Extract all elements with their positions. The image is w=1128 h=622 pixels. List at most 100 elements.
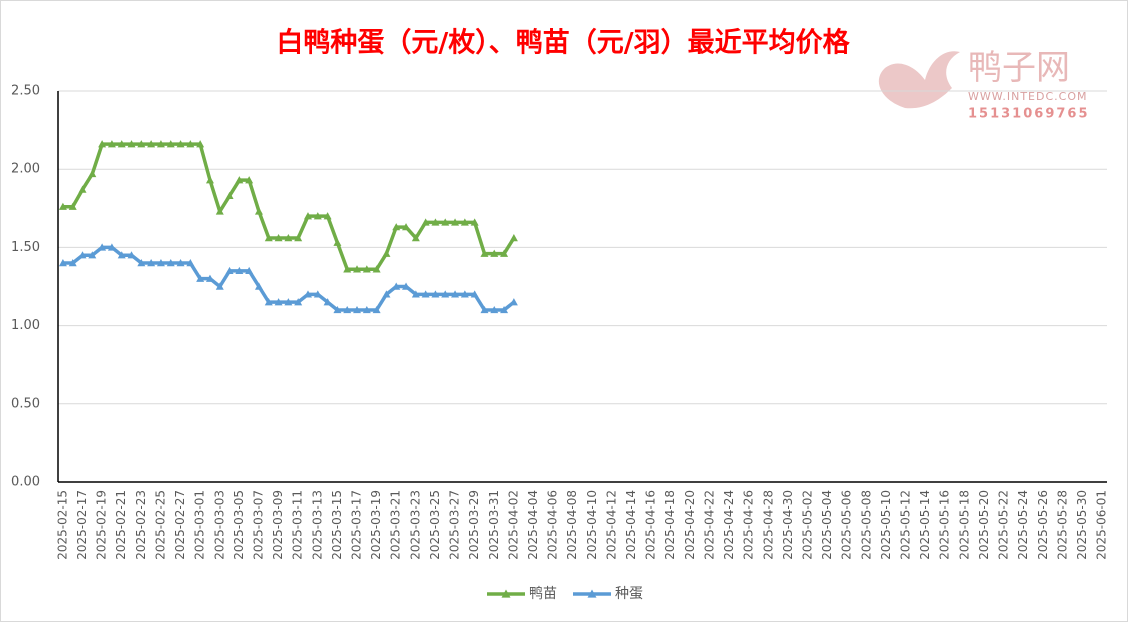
x-tick-label: 2025-03-31: [487, 490, 501, 560]
marker: [333, 238, 342, 246]
marker: [490, 305, 499, 314]
watermark-url: WWW.INTEDC.COM: [968, 90, 1087, 103]
x-tick-label: 2025-03-17: [350, 490, 364, 560]
x-tick-label: 2025-03-25: [428, 490, 442, 560]
marker: [411, 290, 420, 298]
x-tick-label: 2025-05-12: [899, 490, 913, 560]
marker: [127, 251, 136, 259]
marker: [303, 212, 312, 220]
marker: [58, 259, 67, 267]
marker: [88, 251, 97, 259]
marker: [284, 298, 293, 306]
marker: [215, 207, 224, 215]
marker: [147, 259, 156, 267]
y-tick-label: 0.50: [11, 396, 40, 411]
marker: [58, 202, 67, 210]
marker: [451, 290, 460, 298]
marker: [411, 234, 420, 242]
x-tick-label: 2025-03-07: [251, 490, 265, 560]
x-tick-label: 2025-05-04: [820, 490, 834, 560]
watermark-phone: 15131069765: [968, 107, 1090, 122]
x-tick-label: 2025-04-12: [604, 490, 618, 560]
marker: [274, 298, 283, 306]
y-tick-label: 1.50: [11, 240, 40, 255]
marker: [156, 259, 165, 267]
watermark: 鸭子网 WWW.INTEDC.COM 15131069765: [878, 48, 1090, 122]
marker: [98, 243, 107, 251]
marker: [500, 305, 509, 314]
marker: [107, 140, 116, 148]
x-tick-label: 2025-05-24: [1016, 490, 1030, 560]
marker: [509, 298, 518, 306]
marker: [196, 140, 205, 148]
x-tick-label: 2025-06-01: [1095, 490, 1109, 560]
x-tick-label: 2025-04-10: [585, 490, 599, 560]
marker: [343, 305, 352, 314]
x-tick-label: 2025-04-16: [644, 490, 658, 560]
x-tick-label: 2025-04-02: [506, 490, 520, 560]
marker: [68, 202, 77, 210]
marker: [245, 266, 254, 275]
marker: [186, 259, 195, 267]
marker: [421, 218, 430, 226]
legend-label: 种蛋: [615, 586, 643, 602]
y-tick-label: 0.00: [11, 475, 40, 490]
marker: [245, 176, 254, 184]
legend-marker: [587, 589, 597, 598]
marker: [186, 140, 195, 148]
x-tick-label: 2025-02-17: [75, 490, 89, 560]
marker: [382, 249, 391, 257]
marker: [372, 305, 381, 314]
x-tick-label: 2025-04-06: [546, 490, 560, 560]
marker: [294, 298, 303, 306]
marker: [431, 218, 440, 226]
marker: [205, 176, 214, 184]
marker: [303, 290, 312, 298]
x-tick-label: 2025-05-16: [938, 490, 952, 560]
marker: [166, 140, 175, 148]
watermark-logo: [878, 51, 960, 109]
legend-label: 鸭苗: [529, 586, 557, 602]
x-tick-label: 2025-04-18: [663, 490, 677, 560]
marker: [117, 140, 126, 148]
marker: [254, 282, 263, 290]
y-tick-label: 2.00: [11, 162, 40, 177]
marker: [362, 265, 371, 273]
marker: [117, 251, 126, 259]
x-tick-label: 2025-02-23: [134, 490, 148, 560]
marker: [480, 305, 489, 314]
x-tick-label: 2025-03-23: [408, 490, 422, 560]
marker: [402, 282, 411, 290]
marker: [284, 234, 293, 242]
marker: [480, 249, 489, 257]
x-tick-label: 2025-02-25: [153, 490, 167, 560]
x-tick-label: 2025-05-26: [1036, 490, 1050, 560]
x-tick-label: 2025-05-14: [918, 490, 932, 560]
x-tick-label: 2025-05-18: [957, 490, 971, 560]
x-tick-label: 2025-02-19: [95, 490, 109, 560]
marker: [460, 290, 469, 298]
marker: [323, 298, 332, 306]
x-tick-label: 2025-05-06: [840, 490, 854, 560]
x-tick-label: 2025-03-19: [369, 490, 383, 560]
x-tick-label: 2025-05-22: [997, 490, 1011, 560]
legend-marker: [501, 589, 511, 598]
marker: [225, 191, 234, 199]
x-tick-label: 2025-05-30: [1075, 490, 1089, 560]
x-tick-label: 2025-04-28: [761, 490, 775, 560]
marker: [235, 266, 244, 275]
marker: [333, 305, 342, 314]
marker: [78, 185, 87, 193]
marker: [343, 265, 352, 273]
marker: [382, 290, 391, 298]
y-tick-label: 1.00: [11, 318, 40, 333]
x-tick-label: 2025-04-26: [742, 490, 756, 560]
watermark-name: 鸭子网: [968, 48, 1070, 88]
x-tick-label: 2025-05-28: [1055, 490, 1069, 560]
marker: [441, 290, 450, 298]
marker: [509, 234, 518, 242]
x-tick-label: 2025-04-20: [683, 490, 697, 560]
marker: [353, 265, 362, 273]
marker: [362, 305, 371, 314]
marker: [196, 274, 205, 282]
